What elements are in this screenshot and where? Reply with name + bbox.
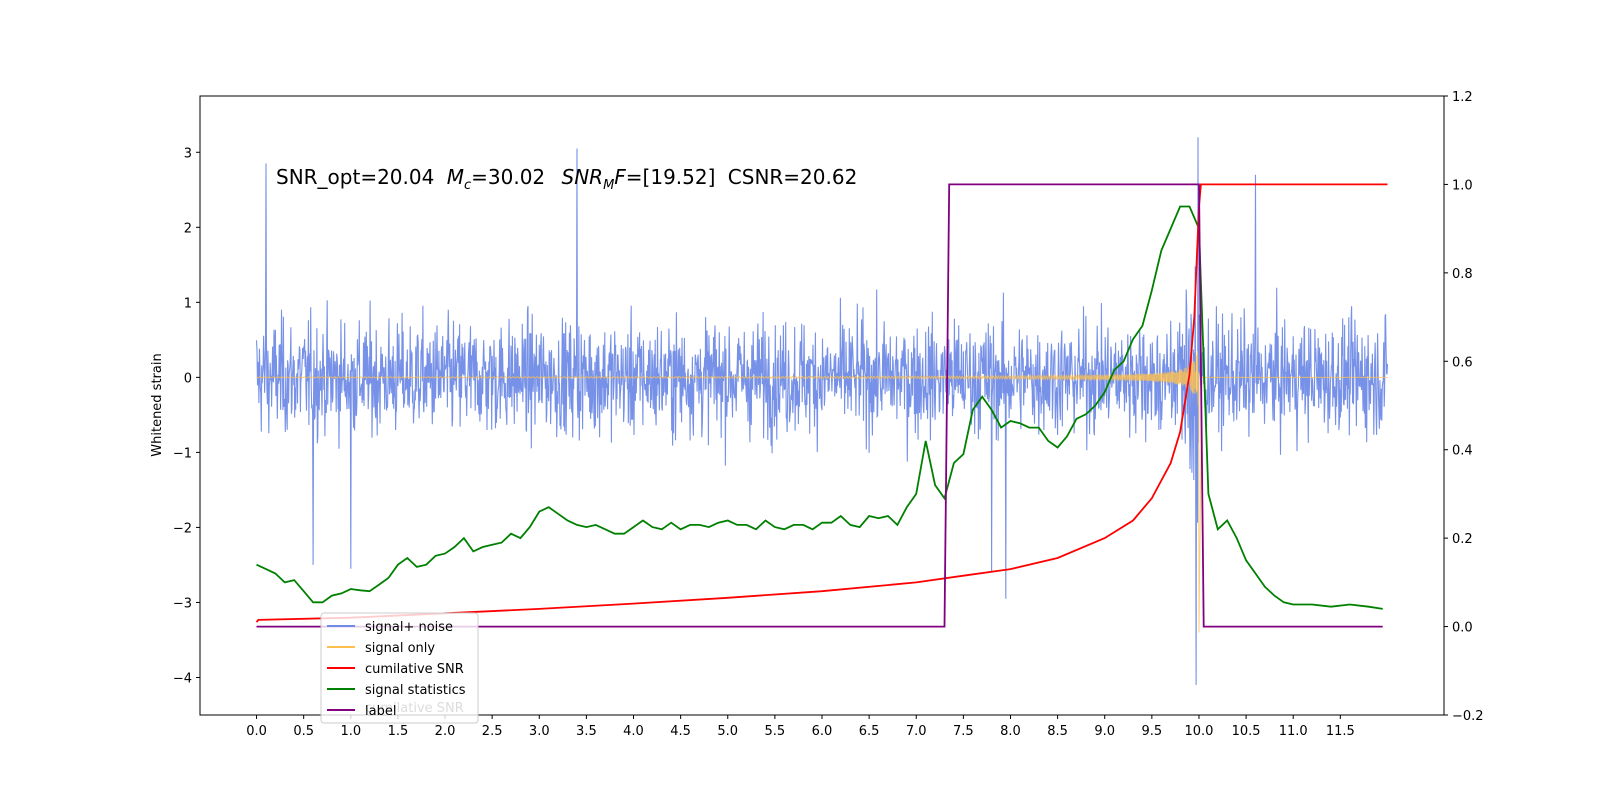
y-axis-right: 1.2 1.0 0.8 0.6 0.4 0.2 0.0 −0.2 [1444, 90, 1484, 724]
y2-tick-label: 1.2 [1452, 90, 1473, 105]
x-tick-label: 4.5 [670, 724, 691, 739]
x-tick-label: 6.5 [859, 724, 880, 739]
legend-label: label [365, 704, 396, 719]
y-tick-label: 1 [184, 296, 192, 311]
x-tick-label: 3.0 [529, 724, 550, 739]
x-tick-label: 2.5 [482, 724, 503, 739]
x-tick-label: 7.5 [953, 724, 974, 739]
x-tick-label: 4.0 [623, 724, 644, 739]
label-line [256, 183, 1383, 628]
x-axis: 0.0 0.5 1.0 1.5 2.0 2.5 3.0 3.5 4.0 4.5 5.0 5.5 6.0 6… [246, 715, 1355, 739]
y-tick-label: −4 [173, 671, 192, 686]
y2-tick-label: 1.0 [1452, 178, 1473, 193]
x-tick-label: 8.0 [1000, 724, 1021, 739]
y-tick-label: 2 [184, 221, 192, 236]
x-tick-label: 3.5 [576, 724, 597, 739]
y2-tick-label: 0.4 [1452, 444, 1473, 459]
series-label [256, 183, 1383, 628]
x-tick-label: 10.5 [1232, 724, 1261, 739]
legend-label: signal only [365, 641, 435, 656]
x-tick-label: 11.0 [1279, 724, 1308, 739]
y-tick-label: −3 [173, 596, 192, 611]
signal-only-line [256, 351, 1388, 633]
series-signal-only [256, 351, 1388, 633]
x-tick-label: 7.0 [906, 724, 927, 739]
x-tick-label: 8.5 [1047, 724, 1068, 739]
x-tick-label: 9.0 [1094, 724, 1115, 739]
legend-ghost-text: cumilative SNR [365, 701, 464, 716]
annotation-mc-val: =30.02 [471, 165, 545, 189]
annotation-mf-sub: M [603, 178, 614, 193]
x-tick-label: 5.0 [717, 724, 738, 739]
legend-label: signal statistics [365, 683, 466, 698]
series-cumulative-snr [255, 183, 1388, 623]
x-tick-label: 10.0 [1184, 724, 1213, 739]
annotation-snr-opt: SNR_opt=20.04 [276, 165, 434, 189]
annotation-mf-var: SNR [562, 165, 604, 189]
x-tick-label: 6.0 [812, 724, 833, 739]
annotation-mf-tail: F [614, 165, 626, 189]
legend: cumilative SNR signal+ noise signal only c… [320, 612, 479, 724]
annotation-mf-val: =[19.52] [626, 165, 716, 189]
y-tick-label: −1 [173, 446, 192, 461]
y2-tick-label: 0.0 [1452, 621, 1473, 636]
x-tick-label: 11.5 [1326, 724, 1355, 739]
annotation-mc-sub: c [464, 178, 471, 193]
y-tick-label: −2 [173, 521, 192, 536]
y-tick-label: 0 [184, 371, 192, 386]
x-tick-label: 2.0 [435, 724, 456, 739]
series-signal-noise [255, 137, 1389, 686]
x-tick-label: 1.0 [340, 724, 361, 739]
y2-tick-label: 0.8 [1452, 267, 1473, 282]
y2-tick-label: 0.6 [1452, 355, 1473, 370]
signal-statistics-line [256, 205, 1383, 610]
y2-tick-label: 0.2 [1452, 532, 1473, 547]
y-tick-label: 3 [184, 146, 192, 161]
x-tick-label: 9.5 [1142, 724, 1163, 739]
x-tick-label: 1.5 [388, 724, 409, 739]
y-axis-left: 3 2 1 0 −1 −2 −3 −4 [173, 146, 200, 686]
x-tick-label: 0.5 [293, 724, 314, 739]
signal-noise-line [255, 137, 1389, 686]
x-tick-label: 0.0 [246, 724, 267, 739]
y2-tick-label: −0.2 [1452, 709, 1484, 724]
annotation-csnr: CSNR=20.62 [728, 165, 858, 189]
legend-box [320, 612, 479, 724]
x-tick-label: 5.5 [765, 724, 786, 739]
annotation-mc-var: M [447, 165, 464, 189]
chart-annotation: SNR_opt=20.04 Mc=30.02 SNRMF=[19.52] CSN… [276, 165, 857, 193]
series-signal-statistics [256, 205, 1383, 610]
legend-label: cumilative SNR [365, 662, 464, 677]
legend-label: signal+ noise [365, 620, 453, 635]
cumulative-snr-line [255, 183, 1388, 623]
y-axis-label: Whitened strain [150, 353, 165, 456]
